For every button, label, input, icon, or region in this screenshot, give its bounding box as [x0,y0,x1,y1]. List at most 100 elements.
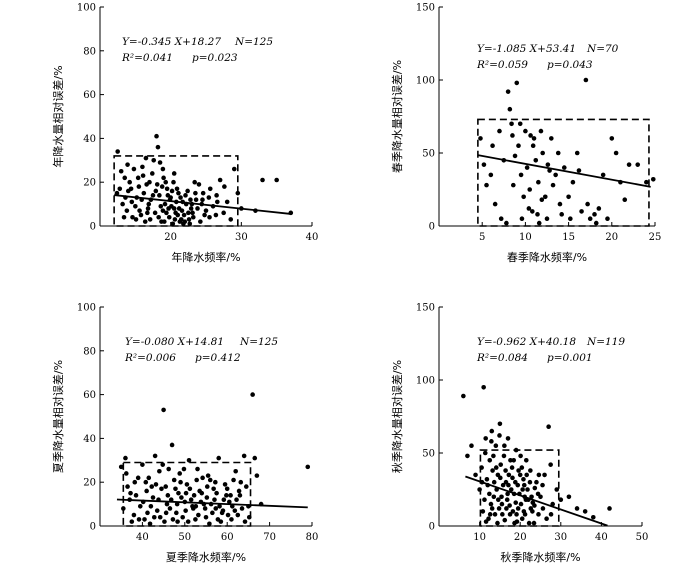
y-tick-label: 60 [83,90,96,101]
data-point [164,501,170,507]
y-tick-label: 40 [83,434,96,445]
data-point [200,475,205,481]
data-point [143,479,149,485]
data-point [171,179,176,185]
x-tick-label: 30 [554,532,567,543]
data-point [506,482,511,488]
data-point [491,479,497,485]
data-point [135,175,141,181]
data-point [148,503,154,509]
dashed-box [122,461,252,527]
data-point [198,219,203,224]
data-point [499,501,505,507]
data-point [242,519,248,524]
data-point [540,506,546,511]
data-point [176,490,181,496]
data-point [498,216,504,221]
data-point [156,214,161,220]
data-point [227,499,232,505]
data-point [510,475,515,481]
data-point [176,190,181,196]
data-point [491,494,497,500]
data-point [224,486,230,492]
p-value: p=0.023 [192,52,238,64]
x-tick-label: 60 [221,532,234,543]
data-point [481,385,486,390]
data-point [488,172,494,178]
data-point [166,206,171,211]
data-point [231,477,236,483]
data-point [177,219,183,224]
data-point [185,188,190,194]
y-tick-label: 40 [83,134,96,145]
data-point [204,495,210,500]
data-point [530,500,536,505]
data-point [213,479,218,485]
data-point [523,458,529,463]
data-point [518,453,523,459]
data-point [526,520,532,526]
chart-panel-autumn: 0 50 100 150 10 20 30 40 50 Y=-0.962 X+40.18 N=119… [390,303,648,565]
data-point [128,490,133,496]
data-point [524,472,529,478]
data-point [142,219,148,224]
data-point [166,466,171,472]
chart-panel-annual: 0 20 40 60 80 100 20 30 40 Y=-0.345 X+18.27 N=125 R… [51,3,318,265]
r-squared: R²=0.041 [121,52,173,64]
data-point [121,214,127,220]
data-point [120,201,125,207]
data-point [158,203,164,209]
data-point [502,517,508,523]
x-tick-label: 40 [136,532,149,543]
data-point [650,176,656,182]
data-point [181,221,186,227]
y-tick-label: 150 [416,303,435,314]
data-point [169,442,175,448]
data-point [250,392,255,397]
data-point [160,166,166,172]
data-point [219,510,225,516]
data-point [550,501,555,507]
y-tick-label: 0 [429,222,435,233]
data-point [175,519,180,524]
data-point [203,514,209,520]
data-point [235,512,241,518]
data-point [181,466,187,472]
data-point [495,520,500,526]
data-point [173,210,178,216]
data-point [557,201,563,207]
data-point [513,447,519,453]
data-point [200,197,205,203]
data-point [163,484,169,489]
data-point [154,182,160,187]
data-point [129,519,135,524]
data-point [155,144,161,150]
data-point [489,428,495,434]
data-point [491,453,496,459]
data-point [118,464,124,470]
data-point [190,503,195,509]
data-point [162,201,168,207]
data-point [535,491,541,497]
data-point [535,212,540,217]
data-point [622,197,628,203]
data-point [178,195,183,200]
data-point [487,512,493,517]
r-squared: R²=0.084 [476,352,528,364]
data-point [531,520,537,526]
data-point [246,514,252,520]
x-axis-title: 夏季降水频率/% [166,550,246,564]
sample-size: N=119 [586,336,625,348]
data-point [545,162,551,167]
data-point [184,482,190,487]
data-point [191,493,197,498]
data-point [222,184,227,189]
data-point [523,128,528,134]
data-point [186,217,192,222]
data-point [195,466,200,472]
data-point [517,121,523,127]
data-point [528,133,533,138]
data-point [170,221,176,227]
data-point [509,465,515,470]
data-point [194,477,199,483]
